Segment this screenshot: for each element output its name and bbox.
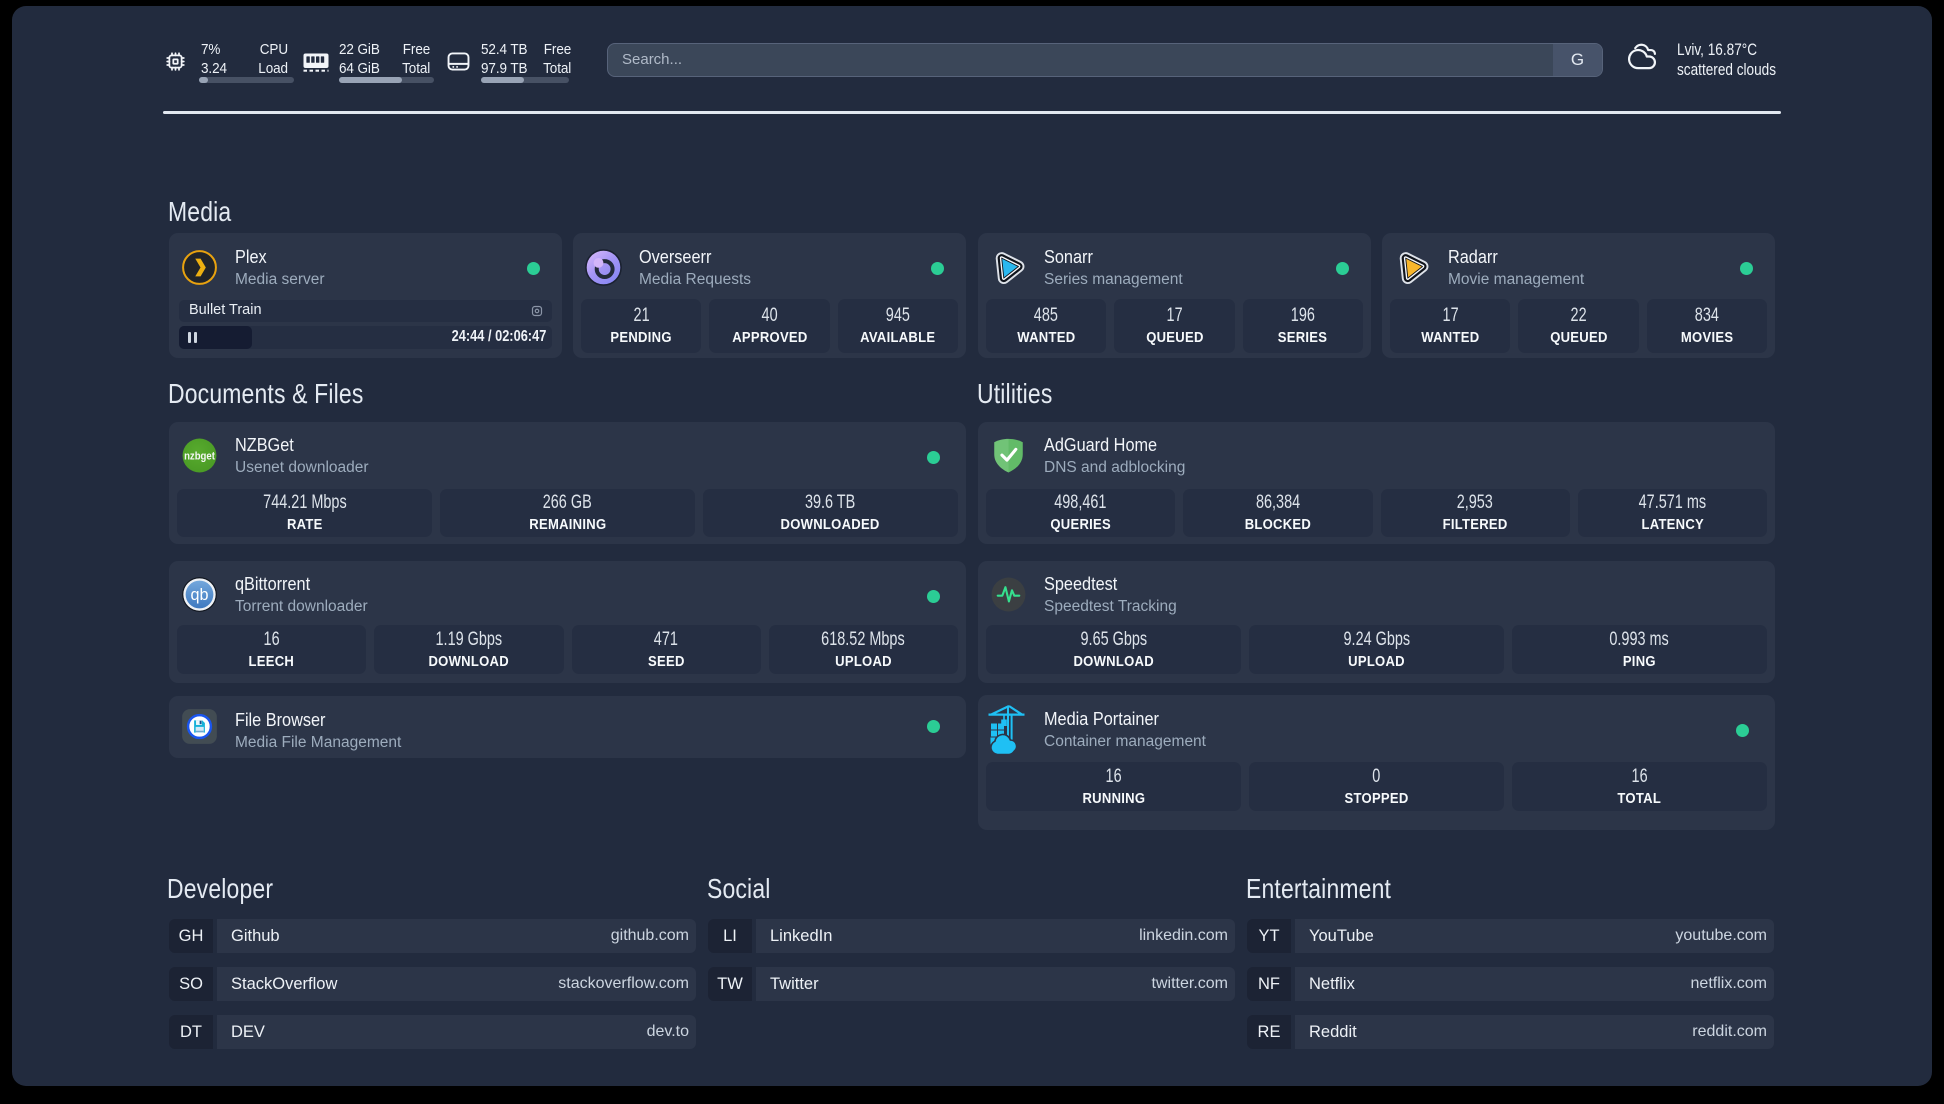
svg-text:qb: qb [191, 586, 209, 604]
svg-text:nzbget: nzbget [184, 450, 215, 462]
